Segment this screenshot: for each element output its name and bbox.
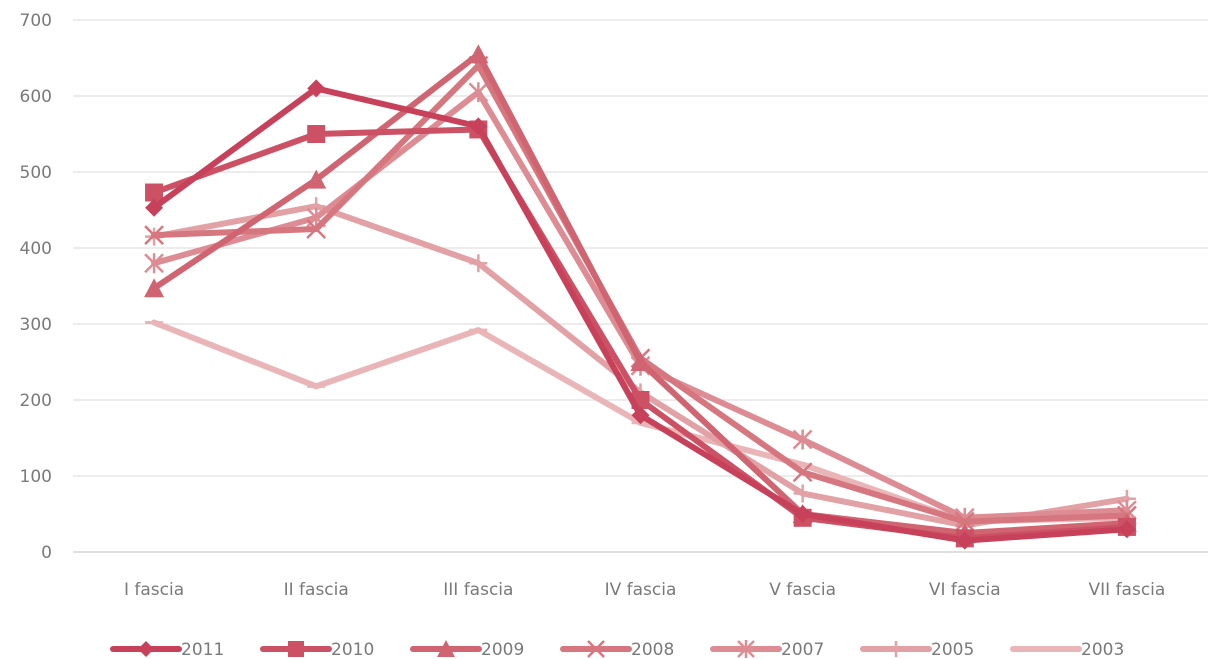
y-tick-label: 300	[20, 315, 52, 335]
legend-item-2009: 2009	[410, 640, 524, 659]
data-point-marker	[793, 505, 812, 523]
data-point-marker	[630, 352, 651, 371]
legend-label: 2007	[781, 640, 824, 659]
data-point-marker	[307, 125, 326, 143]
legend-item-2010: 2010	[260, 640, 374, 659]
y-tick-label: 200	[20, 391, 52, 411]
data-point-marker	[145, 198, 164, 217]
gridlines	[73, 19, 1208, 477]
legend-label: 2008	[631, 640, 674, 659]
series-2010	[145, 120, 1136, 548]
legend-item-2005: 2005	[860, 640, 974, 659]
legend: 2011 2010 2009 2008 2007 2005 2003	[110, 640, 1124, 659]
legend-label: 2010	[331, 640, 374, 659]
data-point-marker	[793, 484, 812, 503]
data-point-marker	[468, 44, 489, 64]
data-point-marker	[587, 640, 605, 658]
y-tick-label: 600	[20, 87, 52, 107]
data-point-marker	[306, 219, 327, 239]
data-point-marker	[144, 253, 164, 274]
legend-item-2011: 2011	[110, 640, 224, 659]
series-line	[151, 51, 1130, 536]
data-point-marker	[469, 117, 488, 136]
legend-item-2007: 2007	[710, 640, 824, 659]
series-line	[151, 62, 1130, 525]
data-point-marker	[954, 511, 975, 532]
x-tick-label: I fascia	[124, 580, 184, 600]
data-point-marker	[437, 640, 455, 657]
data-point-marker	[631, 406, 650, 425]
data-point-marker	[792, 462, 813, 483]
legend-item-2008: 2008	[560, 640, 674, 659]
y-axis-ticks: 0 100 200 300 400 500 600 700	[20, 11, 52, 563]
data-point-marker	[144, 278, 165, 298]
data-point-marker	[792, 429, 813, 450]
data-point-marker	[468, 82, 489, 103]
legend-label: 2011	[181, 640, 224, 659]
y-tick-label: 500	[20, 163, 52, 183]
x-tick-label: V fascia	[769, 580, 836, 600]
series-line	[151, 89, 1130, 521]
x-tick-label: VI fascia	[929, 580, 1001, 600]
data-point-marker	[955, 531, 974, 550]
y-tick-label: 400	[20, 239, 52, 259]
legend-label: 2003	[1081, 640, 1124, 659]
x-tick-label: VII fascia	[1089, 580, 1166, 600]
x-tick-label: II fascia	[284, 580, 349, 600]
series-2007	[144, 82, 1137, 528]
x-tick-label: III fascia	[443, 580, 513, 600]
legend-label: 2005	[931, 640, 974, 659]
data-point-marker	[307, 79, 326, 98]
data-point-marker	[888, 641, 904, 657]
series-2008	[144, 55, 1137, 532]
y-tick-label: 0	[41, 543, 52, 563]
data-point-marker	[144, 225, 164, 245]
series-group	[144, 44, 1137, 550]
series-line	[151, 85, 1130, 544]
data-point-marker	[1117, 520, 1136, 539]
data-point-marker	[145, 183, 164, 202]
x-tick-label: IV fascia	[605, 580, 677, 600]
data-point-marker	[288, 641, 304, 657]
data-point-marker	[469, 254, 488, 273]
y-tick-label: 700	[20, 11, 52, 31]
y-tick-label: 100	[20, 467, 52, 487]
data-point-marker	[737, 640, 755, 658]
legend-item-2003: 2003	[1010, 640, 1124, 659]
series-2011	[145, 79, 1136, 550]
series-2009	[144, 44, 1137, 542]
x-axis-ticks: I fascia II fascia III fascia IV fascia V fa…	[124, 580, 1165, 600]
data-point-marker	[306, 169, 327, 189]
legend-label: 2009	[481, 640, 524, 659]
data-point-marker	[138, 641, 154, 657]
